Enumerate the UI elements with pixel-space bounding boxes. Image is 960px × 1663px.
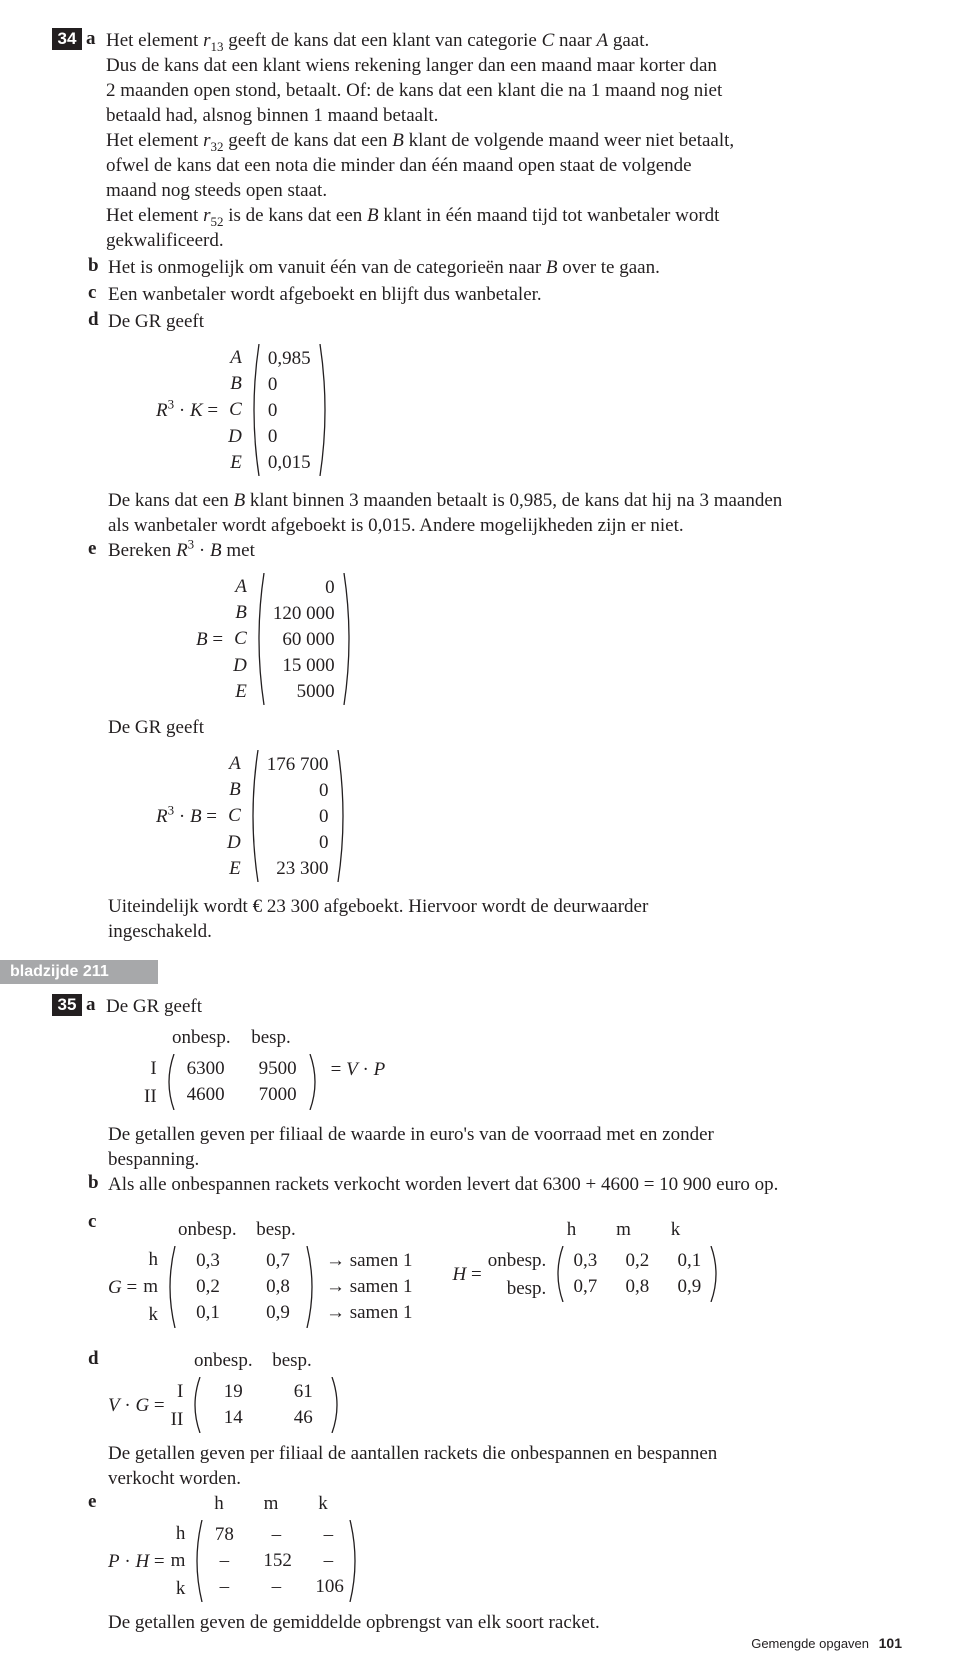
ex34-a: 34 a Het element r13 geeft de kans dat e… (52, 28, 902, 253)
label-b: b (88, 255, 108, 277)
label-c: c (88, 282, 108, 304)
ex35-e-after: De getallen geven de gemiddelde opbrengs… (108, 1610, 902, 1635)
ex34-e: e Bereken R3 · B met B = ABCDE 0120 0006… (88, 538, 902, 892)
ex34-c: c Een wanbetaler wordt afgeboekt en blij… (88, 282, 902, 307)
label-a: a (86, 28, 106, 50)
ex35-d: d onbesp. besp. V · G = III 1914 6146 (88, 1348, 902, 1437)
matrix-VP: III 63004600 95007000 (144, 1054, 321, 1110)
label-a2: a (86, 994, 106, 1016)
label-e: e (88, 538, 108, 560)
ex34-number: 34 (52, 28, 82, 50)
matrix-H: onbesp.besp. 0,30,7 0,20,8 0,10,9 (488, 1246, 723, 1302)
section-bar: bladzijde 211 (0, 960, 158, 984)
matrix-VG: III 1914 6146 (171, 1377, 344, 1433)
matrix-G: hmk 0,30,20,1 0,70,80,9 (143, 1246, 318, 1328)
ex35-a-after: De getallen geven per filiaal de waarde … (108, 1122, 902, 1172)
ex35-number: 35 (52, 994, 82, 1016)
ex34-d-after: De kans dat een B klant binnen 3 maanden… (108, 488, 902, 538)
label-e2: e (88, 1491, 108, 1513)
matrix-B: ABCDE 0120 00060 00015 0005000 (233, 573, 354, 705)
ex35-b: b Als alle onbespannen rackets verkocht … (88, 1172, 902, 1197)
ex35-e: e h m k P · H = hmk 78–– –152– (88, 1491, 902, 1606)
matrix-R3B: ABCDE 176 70000023 300 (227, 750, 348, 882)
matrix-R3K: ABCDE 0,9850000,015 (228, 344, 330, 476)
ex35-a: 35 a De GR geeft onbesp. besp. III 63004… (52, 994, 902, 1120)
ex34-b: b Het is onmogelijk om vanuit één van de… (88, 255, 902, 280)
ex34-e-after: Uiteindelijk wordt € 23 300 afgeboekt. H… (108, 894, 902, 944)
label-c2: c (88, 1211, 108, 1233)
page-footer: Gemengde opgaven 101 (751, 1635, 902, 1651)
ex34-d: d De GR geeft R3 · K = ABCDE 0,9850000,0… (88, 309, 902, 486)
label-d: d (88, 309, 108, 331)
label-d2: d (88, 1348, 108, 1370)
ex35-d-after: De getallen geven per filiaal de aantall… (108, 1441, 902, 1491)
label-b2: b (88, 1172, 108, 1194)
ex35-c: c onbesp. besp. G = hmk 0,30,2 (88, 1211, 902, 1338)
ex34-a-body: Het element r13 geeft de kans dat een kl… (106, 28, 734, 253)
matrix-PH: hmk 78–– –152– ––106 (171, 1520, 362, 1602)
